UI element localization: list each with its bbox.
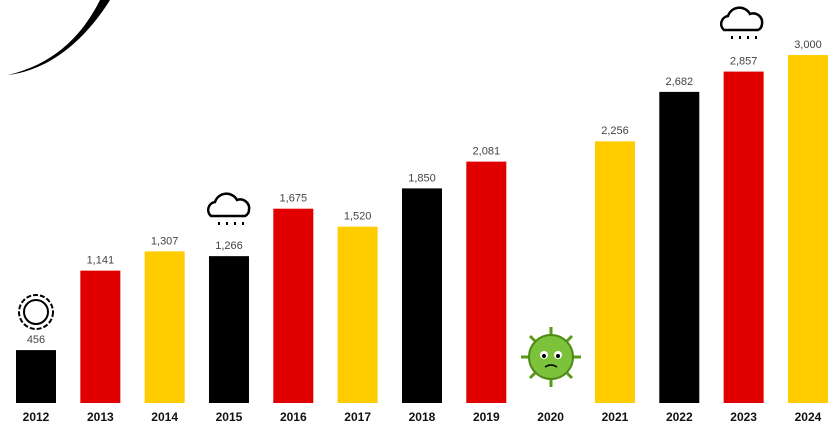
value-label: 456 xyxy=(27,334,45,346)
x-tick-label: 2016 xyxy=(280,410,307,424)
x-tick-label: 2022 xyxy=(666,410,693,424)
bar xyxy=(659,92,699,403)
value-label: 1,520 xyxy=(344,211,372,223)
x-tick-label: 2017 xyxy=(344,410,371,424)
value-label: 1,850 xyxy=(408,172,436,184)
bar xyxy=(16,350,56,403)
rain-cloud-icon xyxy=(721,8,762,39)
x-tick-label: 2018 xyxy=(409,410,436,424)
value-label: 2,857 xyxy=(730,55,758,67)
x-tick-label: 2023 xyxy=(730,410,757,424)
value-label: 2,682 xyxy=(666,76,694,88)
value-label: 1,675 xyxy=(280,193,308,205)
bar xyxy=(788,55,828,403)
x-tick-label: 2021 xyxy=(602,410,629,424)
bar xyxy=(80,271,120,403)
value-label: 3,000 xyxy=(794,39,822,51)
x-tick-label: 2013 xyxy=(87,410,114,424)
bar xyxy=(209,256,249,403)
x-tick-label: 2019 xyxy=(473,410,500,424)
virus-icon xyxy=(521,327,581,387)
bar xyxy=(595,141,635,403)
value-label: 2,081 xyxy=(473,146,501,158)
value-label: 2,256 xyxy=(601,125,629,137)
x-tick-label: 2015 xyxy=(216,410,243,424)
x-tick-label: 2012 xyxy=(23,410,50,424)
sun-icon xyxy=(19,295,53,329)
value-label: 1,307 xyxy=(151,235,179,247)
swoosh xyxy=(8,0,110,75)
rain-cloud-icon xyxy=(208,194,249,225)
x-tick-label: 2014 xyxy=(151,410,178,424)
bar xyxy=(338,227,378,403)
x-tick-label: 2024 xyxy=(795,410,822,424)
bar xyxy=(145,251,185,403)
bar xyxy=(402,188,442,403)
x-tick-label: 2020 xyxy=(537,410,564,424)
bar xyxy=(466,162,506,403)
value-label: 1,266 xyxy=(215,240,243,252)
value-label: 1,141 xyxy=(87,255,115,267)
chart: 2012 456 2013 1,141 2014 1,307 2015 1,266 2016 1,… xyxy=(0,0,833,425)
bar xyxy=(273,209,313,403)
bar xyxy=(724,72,764,403)
